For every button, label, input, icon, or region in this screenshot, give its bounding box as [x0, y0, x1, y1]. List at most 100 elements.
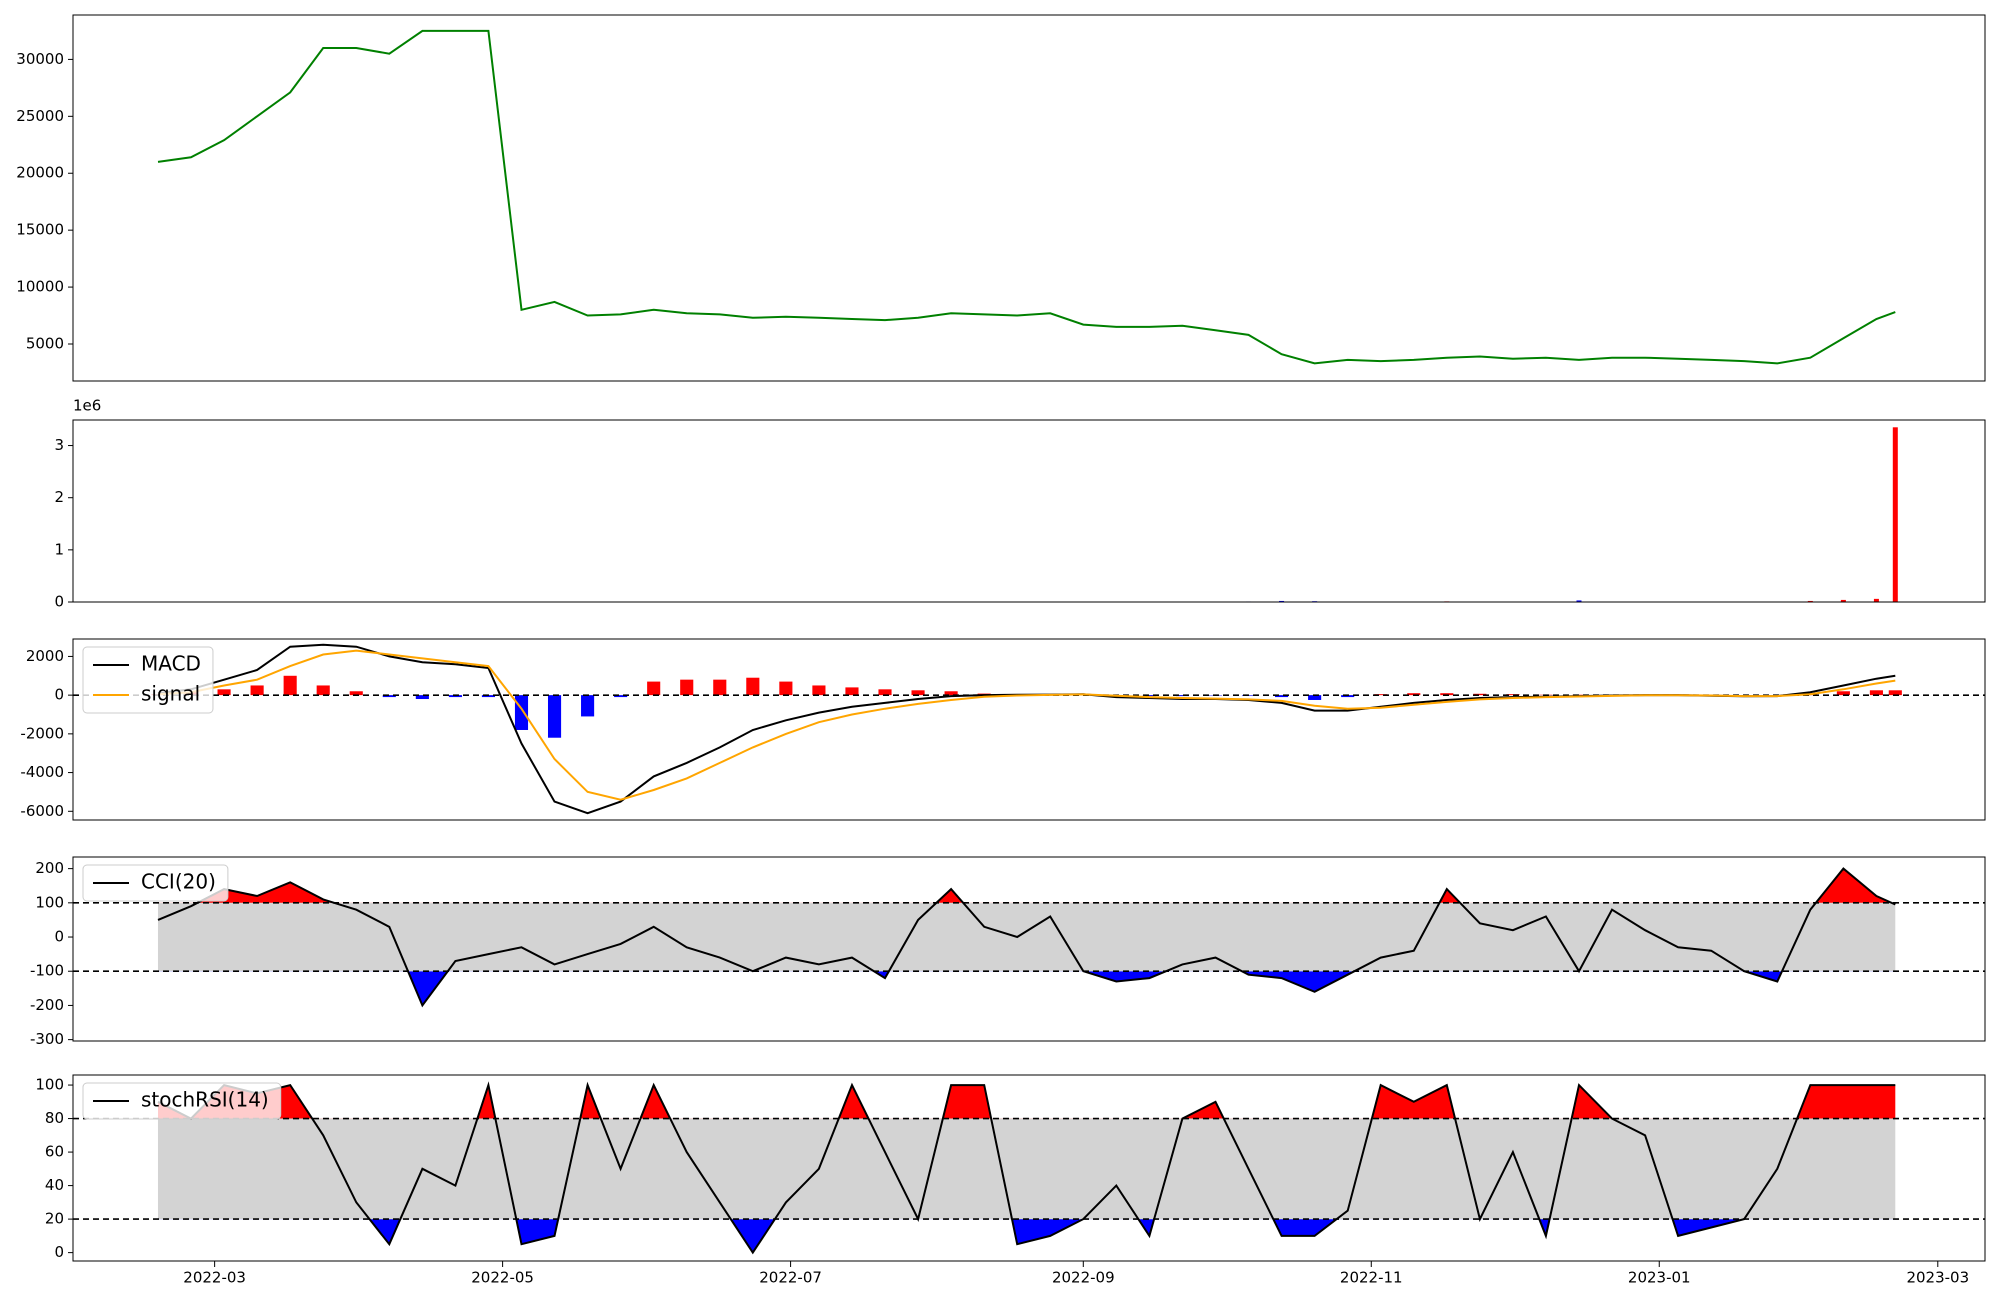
y-tick-label: 30000 [16, 50, 64, 68]
y-tick-label: 5000 [26, 335, 64, 353]
legend-label: signal [141, 682, 200, 706]
histogram-bar [944, 691, 958, 696]
x-tick-label: 2022-11 [1340, 1269, 1403, 1287]
histogram-bar [283, 675, 297, 696]
histogram-bar [878, 689, 892, 696]
volume-bar [1873, 598, 1879, 602]
histogram-bar [680, 679, 694, 696]
histogram-bar [382, 695, 396, 698]
histogram-bar [713, 679, 727, 696]
neutral-band [157, 1118, 1896, 1220]
plot-frame [72, 638, 1986, 821]
x-tick-label: 2022-03 [183, 1269, 246, 1287]
oversold-fill [157, 1219, 1896, 1253]
indicator-line [157, 1081, 1896, 1255]
y-tick-label: 15000 [16, 221, 64, 239]
y-tick-label: 1 [54, 540, 64, 558]
x-tick-label: 2022-05 [471, 1269, 534, 1287]
histogram-bar [1142, 695, 1156, 697]
volume-bar [1576, 600, 1582, 602]
histogram-bar [415, 695, 429, 700]
y-tick-label: -4000 [20, 763, 64, 781]
price-line [157, 29, 1896, 365]
y-tick-label: 0 [54, 686, 64, 704]
x-tick-label: 2022-09 [1052, 1269, 1115, 1287]
y-tick-label: 100 [35, 893, 64, 911]
histogram-bar [1175, 695, 1189, 697]
y-tick-label: 25000 [16, 107, 64, 125]
y-tick-label: 20 [45, 1210, 64, 1228]
legend: CCI(20) [82, 864, 229, 902]
histogram-bar [547, 695, 562, 738]
y-tick-label: 0 [54, 1243, 64, 1261]
volume-bar [1840, 599, 1846, 602]
y-tick-label: -6000 [20, 802, 64, 820]
y-tick-label: 80 [45, 1109, 64, 1127]
histogram-bar [1473, 693, 1487, 696]
histogram-bar [349, 691, 363, 696]
y-tick-label: 2000 [26, 647, 64, 665]
histogram-bar [514, 695, 529, 730]
histogram-bar [779, 681, 793, 696]
y-tick-label: -200 [30, 996, 64, 1014]
indicator-line [157, 649, 1896, 801]
panel: 0 1 2 3 1e6 [54, 397, 1986, 611]
y-tick-label: -2000 [20, 724, 64, 742]
legend-box [82, 864, 229, 902]
histogram-bar [316, 685, 330, 696]
histogram-bar [250, 685, 264, 696]
legend-box [82, 1082, 282, 1120]
histogram-bar [845, 687, 859, 696]
x-tick-label: 2023-01 [1628, 1269, 1691, 1287]
y-tick-label: 0 [54, 593, 64, 611]
histogram-bar [1374, 694, 1388, 696]
histogram-bar [481, 695, 496, 698]
y-tick-label: 0 [54, 928, 64, 946]
histogram-bar [1888, 690, 1902, 696]
histogram-bar [647, 681, 661, 696]
panel: -6000 -4000 -2000 0 2000 [20, 638, 1986, 821]
histogram-bar [911, 690, 925, 696]
y-tick-label: 200 [35, 859, 64, 877]
y-tick-label: 100 [35, 1076, 64, 1094]
panel: 0 20 40 60 80 100 2022-03 2022-05 2022-07 2022-09… [35, 1074, 1986, 1287]
plot-frame [72, 1074, 1986, 1262]
histogram-bar [1440, 693, 1454, 696]
plot-frame [72, 419, 1986, 603]
legend: stochRSI(14) [82, 1082, 282, 1120]
indicator-line [157, 867, 1896, 1008]
volume-bar [1892, 427, 1898, 602]
histogram-bar [1308, 695, 1322, 700]
y-tick-label: 2 [54, 488, 64, 506]
histogram-bar [1407, 693, 1421, 696]
y-tick-label: 10000 [16, 278, 64, 296]
histogram-bar [448, 695, 462, 698]
y-offset-label: 1e6 [73, 397, 101, 415]
histogram-bar [1869, 690, 1883, 696]
histogram-bar [217, 689, 231, 696]
x-tick-label: 2022-07 [759, 1269, 822, 1287]
volume-bar [1279, 600, 1285, 602]
y-tick-label: -300 [30, 1030, 64, 1048]
plot-frame [72, 856, 1986, 1042]
legend: MACD signal [82, 646, 214, 714]
panel: 5000 10000 15000 20000 25000 30000 [16, 14, 1986, 382]
overbought-fill [157, 1085, 1896, 1119]
legend-label: CCI(20) [141, 870, 216, 894]
histogram-bar [1836, 691, 1850, 696]
neutral-band [157, 902, 1896, 972]
histogram-bar [812, 685, 826, 696]
histogram-bar [614, 695, 628, 698]
legend-label: MACD [141, 652, 201, 676]
x-tick-label: 2023-03 [1906, 1269, 1969, 1287]
histogram-bar [1506, 694, 1520, 696]
panel: -300 -200 -100 0 100 200 [30, 856, 1986, 1048]
legend-label: stochRSI(14) [141, 1088, 269, 1112]
histogram-bar [1341, 695, 1355, 698]
y-tick-label: -100 [30, 962, 64, 980]
plot-frame [72, 14, 1986, 382]
histogram-bar [1275, 695, 1289, 698]
y-tick-label: 20000 [16, 164, 64, 182]
indicator-line [157, 643, 1896, 815]
